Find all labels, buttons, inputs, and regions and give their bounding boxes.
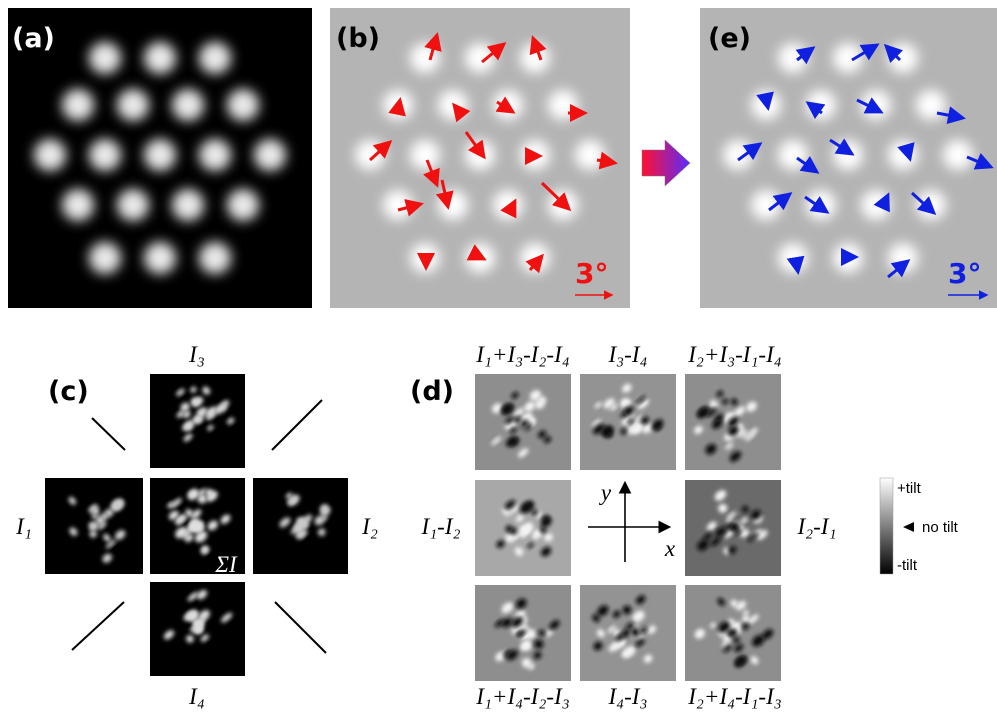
spot <box>62 89 94 121</box>
spot <box>493 90 523 120</box>
spot <box>144 42 176 74</box>
d-label: I₃-I₄ <box>608 342 648 367</box>
c-label: ΣI <box>214 552 238 577</box>
spot <box>144 242 176 274</box>
spot <box>465 43 495 73</box>
spot <box>438 90 468 120</box>
d-label: I₁+I₄-I₂-I₃ <box>475 684 569 709</box>
spot <box>888 43 918 73</box>
panel-label: (c) <box>48 376 89 407</box>
d-label: I₂-I₁ <box>797 514 837 539</box>
spot <box>723 140 753 170</box>
spot <box>89 42 121 74</box>
spot <box>778 43 808 73</box>
tilt-arrow <box>908 152 910 159</box>
spot <box>410 43 440 73</box>
spot <box>861 190 891 220</box>
c-label: I₂ <box>361 514 378 539</box>
spot <box>520 243 550 273</box>
spot <box>916 90 946 120</box>
colorbar-pointer <box>903 522 914 532</box>
panels-c-d <box>45 374 781 681</box>
tilt-arrow <box>398 100 400 110</box>
colorbar <box>880 478 893 574</box>
spot <box>916 190 946 220</box>
panel-label: (a) <box>12 23 55 54</box>
spot <box>410 243 440 273</box>
colorbar-label: no tilt <box>922 519 959 536</box>
spot <box>254 139 286 171</box>
spot <box>778 243 808 273</box>
axis-label: y <box>599 480 612 505</box>
d-label: I₁-I₂ <box>421 514 461 539</box>
spot <box>355 140 385 170</box>
spot <box>117 89 149 121</box>
panel-label: (b) <box>336 23 380 54</box>
spot <box>89 242 121 274</box>
spot <box>227 189 259 221</box>
tilt-arrow <box>796 260 798 272</box>
c-label: I₁ <box>15 514 32 539</box>
spot <box>172 89 204 121</box>
spot <box>117 189 149 221</box>
spot <box>806 190 836 220</box>
spot <box>575 140 605 170</box>
spot <box>89 139 121 171</box>
scale-label: 3° <box>948 257 981 290</box>
d-label: I₂+I₃-I₁-I₄ <box>687 342 781 367</box>
spot <box>199 139 231 171</box>
spot <box>493 190 523 220</box>
spot <box>172 189 204 221</box>
d-label: I₁+I₃-I₂-I₄ <box>475 342 569 367</box>
colorbar-label: +tilt <box>897 480 922 497</box>
axis-label: x <box>664 536 676 561</box>
c-label: I₃ <box>188 342 205 367</box>
spot <box>34 139 66 171</box>
c-label: I₄ <box>188 684 205 709</box>
d-label: I₂+I₄-I₁-I₃ <box>687 684 781 709</box>
spot <box>199 42 231 74</box>
spot <box>888 243 918 273</box>
spot <box>520 140 550 170</box>
figure: (a) (b) (e) (c) (d) 3° 3° I₃ I₁ I₂ I₄ ΣI… <box>0 0 997 719</box>
d-label: I₄-I₃ <box>608 684 648 709</box>
spot <box>548 90 578 120</box>
spot <box>833 43 863 73</box>
spot <box>144 139 176 171</box>
scale-label: 3° <box>575 257 608 290</box>
spot <box>778 140 808 170</box>
spot <box>410 140 440 170</box>
colorbar-label: -tilt <box>897 557 918 574</box>
spot <box>227 89 259 121</box>
transform-arrow <box>642 140 690 186</box>
spot <box>199 242 231 274</box>
tilt-arrow <box>766 98 768 108</box>
spot <box>438 190 468 220</box>
spot <box>465 140 495 170</box>
spot <box>383 190 413 220</box>
spot <box>943 140 973 170</box>
spot <box>888 140 918 170</box>
panel-label: (d) <box>410 376 454 407</box>
panel-label: (e) <box>708 23 751 54</box>
spot <box>62 189 94 221</box>
